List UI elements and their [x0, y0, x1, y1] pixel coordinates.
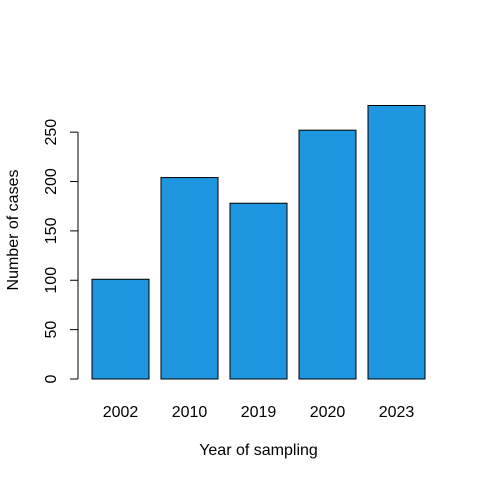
bars-layer: [91, 104, 426, 380]
x-axis-labels: 2002 2010 2019 2020 2023: [103, 404, 415, 421]
x-tick-label-2019: 2019: [241, 404, 277, 421]
y-tick-label-0: 0: [43, 374, 60, 383]
y-axis-title: Number of cases: [5, 170, 22, 291]
bar-2002: [91, 278, 150, 380]
y-tick-label-150: 150: [43, 217, 60, 244]
x-tick-label-2023: 2023: [379, 404, 415, 421]
y-tick-label-50: 50: [43, 321, 60, 339]
y-tick-label-100: 100: [43, 267, 60, 294]
x-tick-label-2002: 2002: [103, 404, 139, 421]
bar-2010: [160, 177, 219, 380]
y-axis: 0 50 100 150 200 250: [43, 119, 79, 383]
x-tick-label-2010: 2010: [172, 404, 208, 421]
y-tick-label-200: 200: [43, 168, 60, 195]
bar-2019: [229, 202, 288, 380]
bar-2023: [367, 104, 426, 380]
y-tick-label-250: 250: [43, 119, 60, 146]
bar-2020: [298, 129, 357, 380]
x-tick-label-2020: 2020: [310, 404, 346, 421]
x-axis-title: Year of sampling: [199, 442, 318, 459]
